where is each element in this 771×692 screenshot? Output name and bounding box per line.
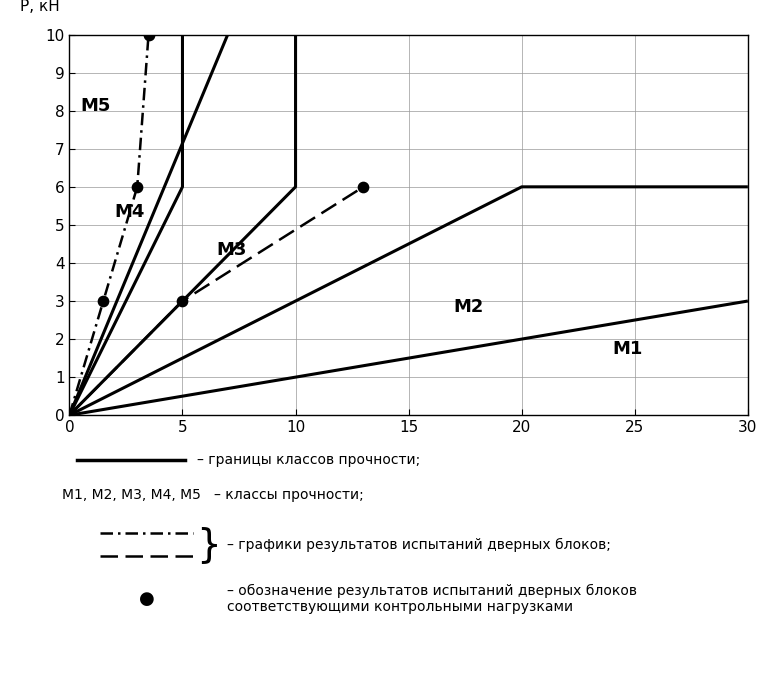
Text: – обозначение результатов испытаний дверных блоков
соответствующими контрольными: – обозначение результатов испытаний двер… [227,583,638,614]
Text: }: } [197,526,221,563]
Point [357,181,369,192]
Text: P, кН: P, кН [19,0,59,14]
Text: – границы классов прочности;: – границы классов прочности; [197,453,420,467]
Text: M1: M1 [612,340,642,358]
Text: ●: ● [139,590,154,608]
Text: M5: M5 [81,97,111,115]
Text: M2: M2 [454,298,484,316]
Text: М1, М2, М3, М4, М5   – классы прочности;: М1, М2, М3, М4, М5 – классы прочности; [62,488,363,502]
Point [143,29,155,40]
Text: – графики результатов испытаний дверных блоков;: – графики результатов испытаний дверных … [227,538,611,552]
Point [131,181,143,192]
Point [97,295,109,307]
Point [177,295,189,307]
Text: M3: M3 [217,242,247,260]
Text: M4: M4 [115,203,145,221]
